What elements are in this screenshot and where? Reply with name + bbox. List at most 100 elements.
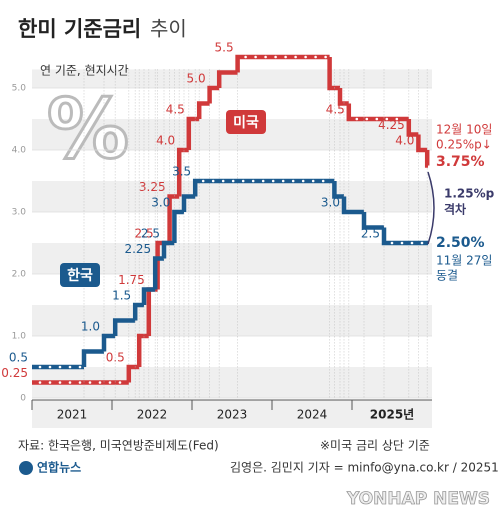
step-dot bbox=[271, 179, 275, 183]
step-dot bbox=[261, 179, 265, 183]
step bbox=[161, 240, 175, 259]
step-dot bbox=[375, 117, 379, 121]
step-dot bbox=[395, 117, 399, 121]
value-label: 2.5 bbox=[361, 227, 380, 241]
step bbox=[216, 70, 238, 88]
step-dot bbox=[355, 117, 359, 121]
value-label: 2.5 bbox=[135, 227, 154, 241]
annotation-kr-change: 동결 bbox=[436, 269, 458, 283]
step-dot bbox=[284, 55, 287, 59]
annotation-kr-rate: 2.50% bbox=[436, 235, 485, 251]
value-label: 2.25 bbox=[124, 242, 151, 256]
step bbox=[81, 349, 104, 367]
band bbox=[32, 69, 432, 88]
value-label: 4.0 bbox=[156, 134, 175, 148]
annotation-gap-label: 격차 bbox=[444, 202, 466, 217]
step bbox=[207, 85, 220, 104]
step bbox=[126, 364, 140, 383]
band bbox=[32, 305, 432, 336]
value-label: 4.0 bbox=[395, 134, 414, 148]
step-dot bbox=[251, 179, 255, 183]
value-label: 0.25 bbox=[1, 366, 28, 380]
value-label: 4.5 bbox=[166, 103, 185, 117]
step bbox=[192, 178, 335, 197]
step bbox=[332, 181, 344, 199]
y-tick-label: 4.0 bbox=[12, 146, 27, 156]
value-label: 2.5 bbox=[141, 227, 160, 241]
step bbox=[361, 212, 384, 230]
source: 자료: 한국은행, 미국연방준비제도(Fed) bbox=[18, 438, 219, 453]
annotation-us-rate: 3.75% bbox=[436, 154, 485, 170]
y-tick-label: 3.0 bbox=[12, 208, 27, 218]
step bbox=[172, 209, 184, 243]
step-dot bbox=[38, 365, 42, 369]
y-tick-label: 5.0 bbox=[12, 84, 27, 94]
x-tick-label: 2022 bbox=[137, 408, 168, 422]
step bbox=[141, 287, 156, 305]
step bbox=[381, 227, 428, 246]
step-dot bbox=[108, 381, 112, 384]
step-dot bbox=[410, 241, 414, 245]
step-dot bbox=[291, 179, 295, 183]
step-dot bbox=[301, 179, 305, 183]
step bbox=[346, 103, 409, 122]
step-dot bbox=[241, 179, 245, 183]
legend-label: 미국 bbox=[233, 115, 259, 131]
step-dot bbox=[244, 55, 247, 59]
step-dot bbox=[201, 179, 205, 183]
value-label: 4.5 bbox=[326, 103, 345, 117]
x-tick-label: 2024 bbox=[297, 408, 328, 422]
step bbox=[112, 318, 136, 336]
legend-box bbox=[60, 263, 100, 287]
step-dot bbox=[274, 55, 277, 59]
percent-symbol: % bbox=[47, 82, 129, 177]
step-dot bbox=[48, 381, 52, 384]
step-dot bbox=[38, 381, 42, 384]
step-dot bbox=[78, 365, 82, 369]
step bbox=[235, 54, 330, 73]
step bbox=[132, 302, 144, 321]
x-axis-band bbox=[32, 400, 432, 428]
step bbox=[101, 333, 116, 352]
step bbox=[337, 88, 349, 106]
value-label: 5.0 bbox=[187, 72, 206, 86]
value-label: 3.0 bbox=[151, 196, 170, 210]
step-dot bbox=[221, 179, 225, 183]
value-label: 0.5 bbox=[9, 351, 28, 365]
logo: 연합뉴스 bbox=[37, 460, 81, 475]
subtitle: 연 기준, 현지시간 bbox=[40, 64, 129, 78]
step bbox=[424, 150, 430, 168]
value-label: 3.5 bbox=[172, 165, 191, 179]
value-label: 4.25 bbox=[378, 118, 405, 132]
step bbox=[406, 119, 419, 137]
annotation-us-date: 12월 10일 bbox=[436, 123, 492, 137]
step bbox=[196, 101, 210, 119]
value-label: 3.0 bbox=[321, 196, 340, 210]
value-label: 5.5 bbox=[215, 41, 234, 55]
step-dot bbox=[311, 179, 315, 183]
legend-box bbox=[226, 110, 266, 134]
y-tick-label: 1.0 bbox=[12, 332, 27, 342]
step-dot bbox=[294, 55, 297, 59]
background bbox=[32, 69, 432, 398]
step-dot bbox=[231, 179, 235, 183]
step-dot bbox=[281, 179, 285, 183]
step bbox=[176, 147, 189, 197]
annotation-us-change: 0.25%p↓ bbox=[436, 138, 492, 152]
y-tick-label: 0 bbox=[20, 394, 26, 404]
step-dot bbox=[68, 381, 72, 384]
step-dot bbox=[420, 241, 424, 245]
step-dot bbox=[58, 381, 62, 384]
credit: 김영은. 김민지 기자 = minfo@yna.co.kr / 20251211 bbox=[230, 461, 499, 475]
logo-icon bbox=[19, 461, 33, 475]
step-dot bbox=[88, 381, 92, 384]
value-label: 1.5 bbox=[112, 289, 131, 303]
step-dot bbox=[211, 179, 215, 183]
step-dot bbox=[304, 55, 307, 59]
note: ※미국 금리 상단 기준 bbox=[320, 439, 430, 453]
step bbox=[186, 116, 200, 150]
step bbox=[327, 57, 340, 91]
value-label: 3.25 bbox=[139, 180, 166, 194]
chart-title: 한미 기준금리 bbox=[18, 17, 141, 41]
